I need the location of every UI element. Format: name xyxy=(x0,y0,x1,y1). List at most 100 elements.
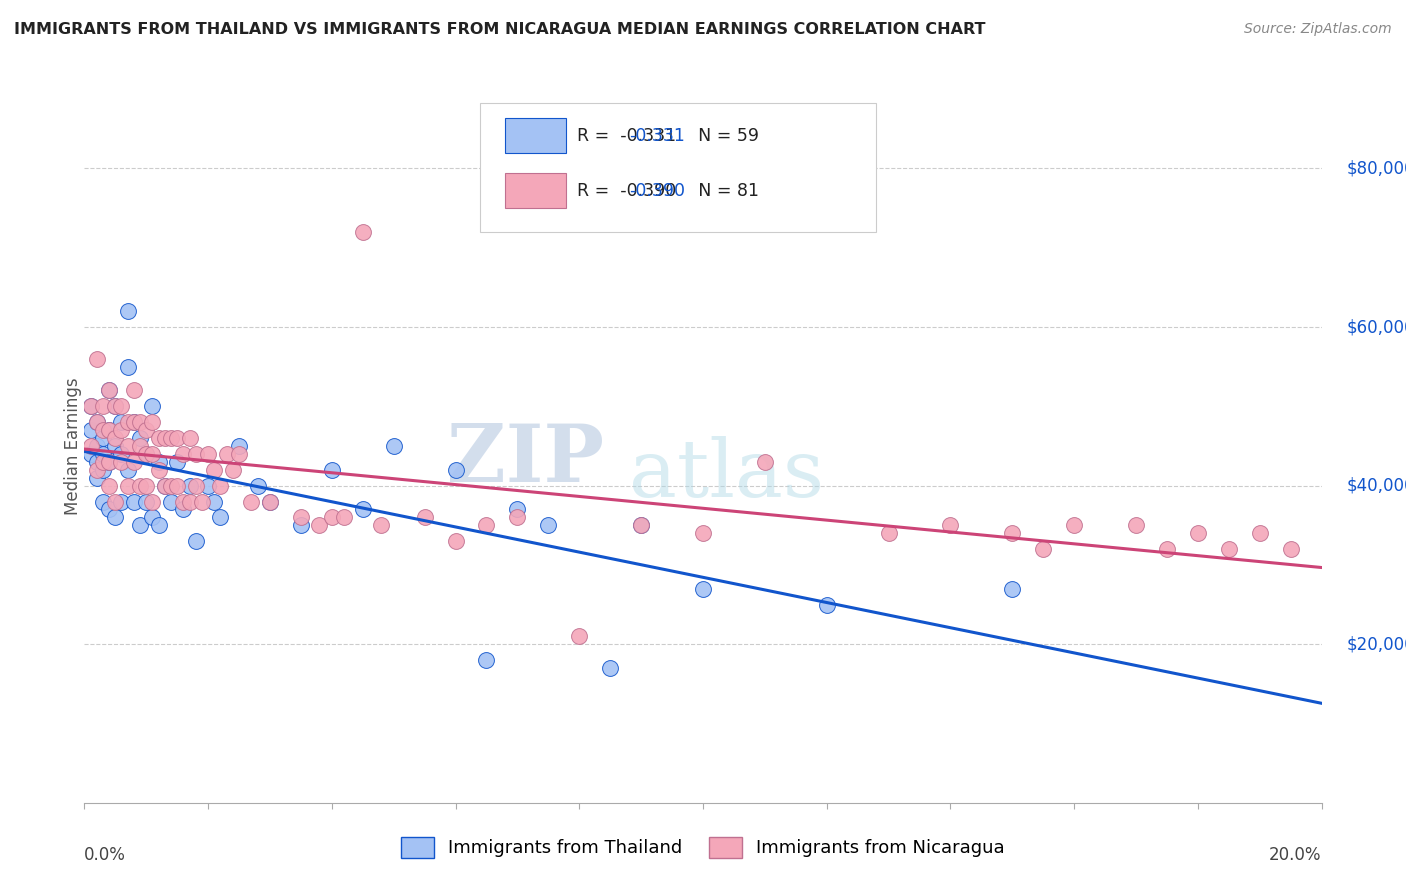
Point xyxy=(153,478,176,492)
Point xyxy=(166,478,188,492)
Point xyxy=(110,455,132,469)
Point xyxy=(228,447,250,461)
Point xyxy=(939,518,962,533)
Point xyxy=(172,494,194,508)
Point xyxy=(172,502,194,516)
Point xyxy=(135,478,157,492)
Point xyxy=(129,518,152,533)
FancyBboxPatch shape xyxy=(481,103,876,232)
Point xyxy=(129,478,152,492)
Point xyxy=(148,455,170,469)
Point xyxy=(86,463,108,477)
Point xyxy=(110,400,132,414)
Point xyxy=(308,518,330,533)
Point xyxy=(352,225,374,239)
Point xyxy=(475,518,498,533)
Point xyxy=(202,494,225,508)
Point xyxy=(122,415,145,429)
Text: -0.390: -0.390 xyxy=(628,182,685,200)
Point xyxy=(184,478,207,492)
Point xyxy=(122,494,145,508)
FancyBboxPatch shape xyxy=(505,119,565,153)
Point xyxy=(104,431,127,445)
Point xyxy=(1001,582,1024,596)
Point xyxy=(630,518,652,533)
Point xyxy=(141,494,163,508)
Point xyxy=(202,463,225,477)
Point xyxy=(1218,542,1240,557)
Point xyxy=(135,447,157,461)
Point xyxy=(135,494,157,508)
Point xyxy=(1001,526,1024,541)
Point xyxy=(141,510,163,524)
Point xyxy=(91,447,114,461)
Point xyxy=(98,455,121,469)
Point xyxy=(370,518,392,533)
Point xyxy=(153,478,176,492)
FancyBboxPatch shape xyxy=(505,173,565,209)
Point xyxy=(209,478,232,492)
Point xyxy=(160,431,183,445)
Point xyxy=(184,447,207,461)
Point xyxy=(1156,542,1178,557)
Point xyxy=(86,455,108,469)
Point xyxy=(148,431,170,445)
Text: 0.0%: 0.0% xyxy=(84,846,127,863)
Point xyxy=(197,447,219,461)
Point xyxy=(98,478,121,492)
Point xyxy=(148,463,170,477)
Point xyxy=(246,478,269,492)
Point xyxy=(135,423,157,437)
Point xyxy=(91,400,114,414)
Point xyxy=(179,478,201,492)
Point xyxy=(413,510,436,524)
Text: $40,000: $40,000 xyxy=(1347,476,1406,495)
Point xyxy=(91,455,114,469)
Point xyxy=(91,431,114,445)
Point xyxy=(630,518,652,533)
Point xyxy=(166,455,188,469)
Text: $80,000: $80,000 xyxy=(1347,160,1406,178)
Point xyxy=(240,494,263,508)
Y-axis label: Median Earnings: Median Earnings xyxy=(65,377,82,515)
Point xyxy=(98,384,121,398)
Point xyxy=(86,471,108,485)
Point xyxy=(259,494,281,508)
Point xyxy=(259,494,281,508)
Point xyxy=(86,415,108,429)
Point xyxy=(179,494,201,508)
Point xyxy=(104,400,127,414)
Point xyxy=(129,439,152,453)
Point xyxy=(79,447,101,461)
Point xyxy=(122,384,145,398)
Point xyxy=(122,455,145,469)
Point xyxy=(692,582,714,596)
Point xyxy=(129,415,152,429)
Point xyxy=(86,439,108,453)
Point xyxy=(444,463,467,477)
Point xyxy=(506,502,529,516)
Point xyxy=(877,526,900,541)
Point xyxy=(122,415,145,429)
Point xyxy=(191,494,214,508)
Text: atlas: atlas xyxy=(628,435,824,514)
Point xyxy=(568,629,591,643)
Point xyxy=(79,400,101,414)
Point xyxy=(537,518,560,533)
Point xyxy=(475,653,498,667)
Point xyxy=(98,423,121,437)
Point xyxy=(382,439,405,453)
Point xyxy=(141,400,163,414)
Text: R =  -0.390    N = 81: R = -0.390 N = 81 xyxy=(576,182,759,200)
Point xyxy=(110,447,132,461)
Point xyxy=(599,661,621,675)
Text: ZIP: ZIP xyxy=(447,421,605,500)
Text: R =  -0.331    N = 59: R = -0.331 N = 59 xyxy=(576,127,759,145)
Point xyxy=(148,518,170,533)
Point xyxy=(1125,518,1147,533)
Point xyxy=(117,304,139,318)
Point xyxy=(321,510,343,524)
Point xyxy=(228,439,250,453)
Point xyxy=(117,463,139,477)
Point xyxy=(172,447,194,461)
